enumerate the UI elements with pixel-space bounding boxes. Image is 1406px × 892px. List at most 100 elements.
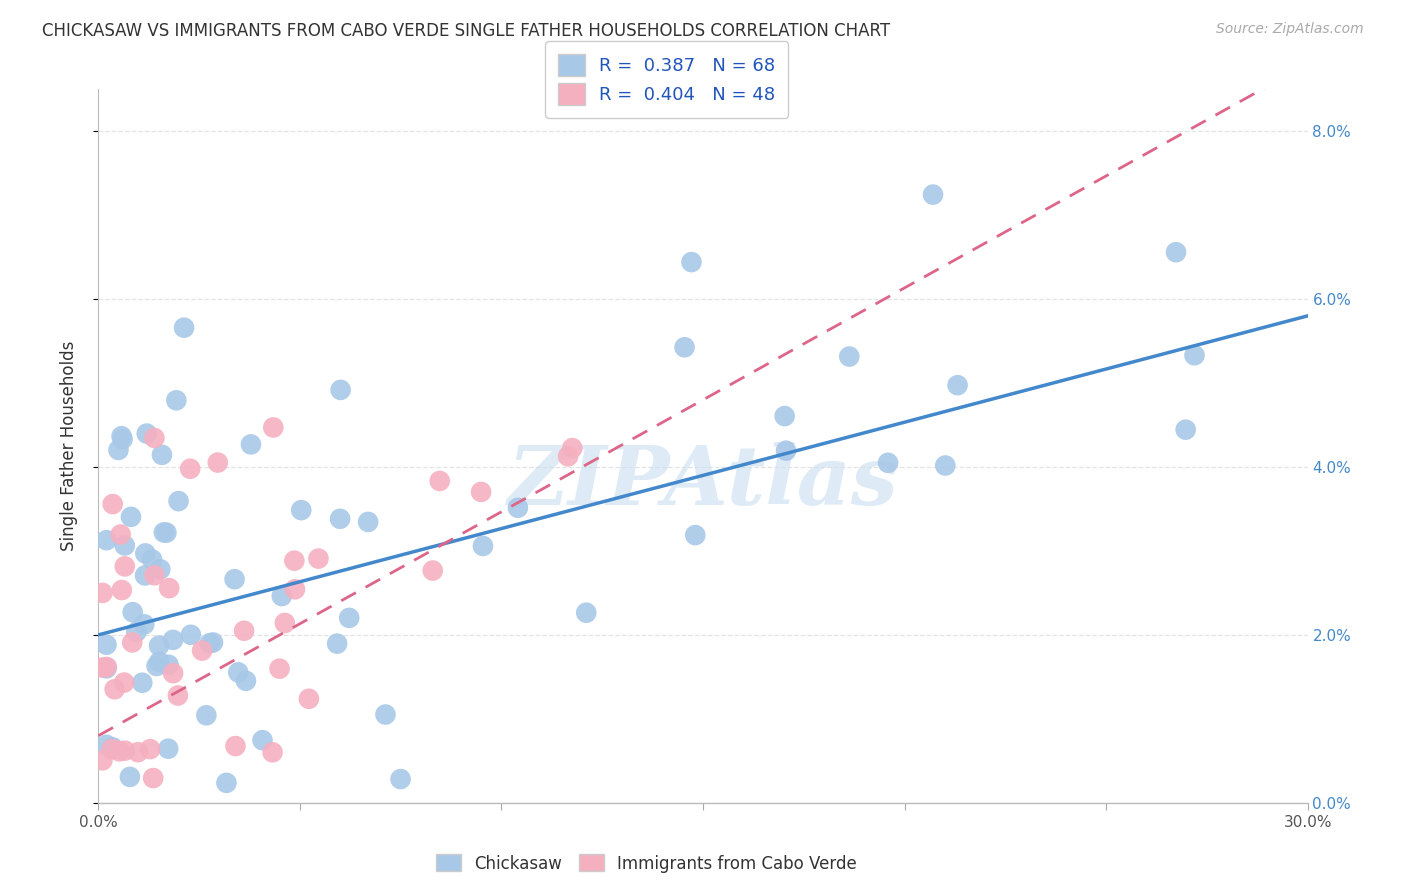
Point [98,813,121,827]
Point [141,552,163,566]
Text: ZIPAtlas: ZIPAtlas [508,442,898,522]
Point [96,638,118,652]
Point [284,582,307,597]
Point [374,707,396,722]
Point [561,441,583,455]
Point [389,772,412,786]
Point [157,741,180,756]
Point [269,662,291,676]
Point [91,753,114,767]
Point [134,617,156,632]
Point [114,744,136,758]
Point [110,527,132,541]
Point [155,525,177,540]
Point [575,606,598,620]
Point [96,738,118,752]
Point [775,443,797,458]
Point [121,605,143,619]
Point [274,615,297,630]
Legend: R =  0.387   N = 68, R =  0.404   N = 48: R = 0.387 N = 68, R = 0.404 N = 48 [546,41,789,118]
Point [91,660,114,674]
Point [673,340,696,354]
Point [104,682,127,697]
Point [557,450,579,464]
Point [1164,245,1187,260]
Point [173,320,195,334]
Point [198,636,221,650]
Point [167,494,190,508]
Point [134,546,156,560]
Point [162,666,184,681]
Point [148,655,170,669]
Point [471,539,494,553]
Point [107,442,129,457]
Point [165,393,187,408]
Point [922,187,945,202]
Point [111,432,134,446]
Point [233,624,256,638]
Point [114,539,136,553]
Point [1184,348,1206,362]
Y-axis label: Single Father Households: Single Father Households [59,341,77,551]
Point [111,582,134,597]
Point [180,628,202,642]
Point [148,639,170,653]
Point [270,589,292,603]
Point [101,497,124,511]
Point [153,525,176,540]
Point [262,420,284,434]
Point [143,568,166,582]
Point [127,745,149,759]
Point [134,864,156,879]
Point [150,448,173,462]
Point [96,661,118,675]
Point [298,691,321,706]
Point [506,500,529,515]
Point [110,429,132,443]
Point [142,771,165,785]
Point [290,503,312,517]
Point [134,568,156,582]
Point [118,770,141,784]
Point [283,554,305,568]
Point [162,632,184,647]
Point [329,512,352,526]
Point [224,572,246,586]
Point [422,564,444,578]
Point [337,611,360,625]
Point [96,809,118,823]
Point [112,675,135,690]
Point [207,456,229,470]
Point [235,673,257,688]
Point [329,383,352,397]
Point [131,675,153,690]
Point [120,820,142,834]
Point [239,437,262,451]
Point [104,868,127,882]
Point [326,637,349,651]
Point [125,854,148,868]
Point [1174,423,1197,437]
Point [191,643,214,657]
Point [307,551,329,566]
Point [681,255,703,269]
Point [120,509,142,524]
Point [215,776,238,790]
Point [135,426,157,441]
Point [121,635,143,649]
Point [101,740,124,755]
Point [125,624,148,639]
Point [114,559,136,574]
Point [100,742,122,756]
Point [143,431,166,445]
Point [96,533,118,548]
Point [201,635,224,649]
Point [429,474,451,488]
Text: Source: ZipAtlas.com: Source: ZipAtlas.com [1216,22,1364,37]
Point [685,528,707,542]
Legend: Chickasaw, Immigrants from Cabo Verde: Chickasaw, Immigrants from Cabo Verde [430,847,863,880]
Point [179,462,201,476]
Point [226,665,249,680]
Point [262,745,284,759]
Point [946,378,969,392]
